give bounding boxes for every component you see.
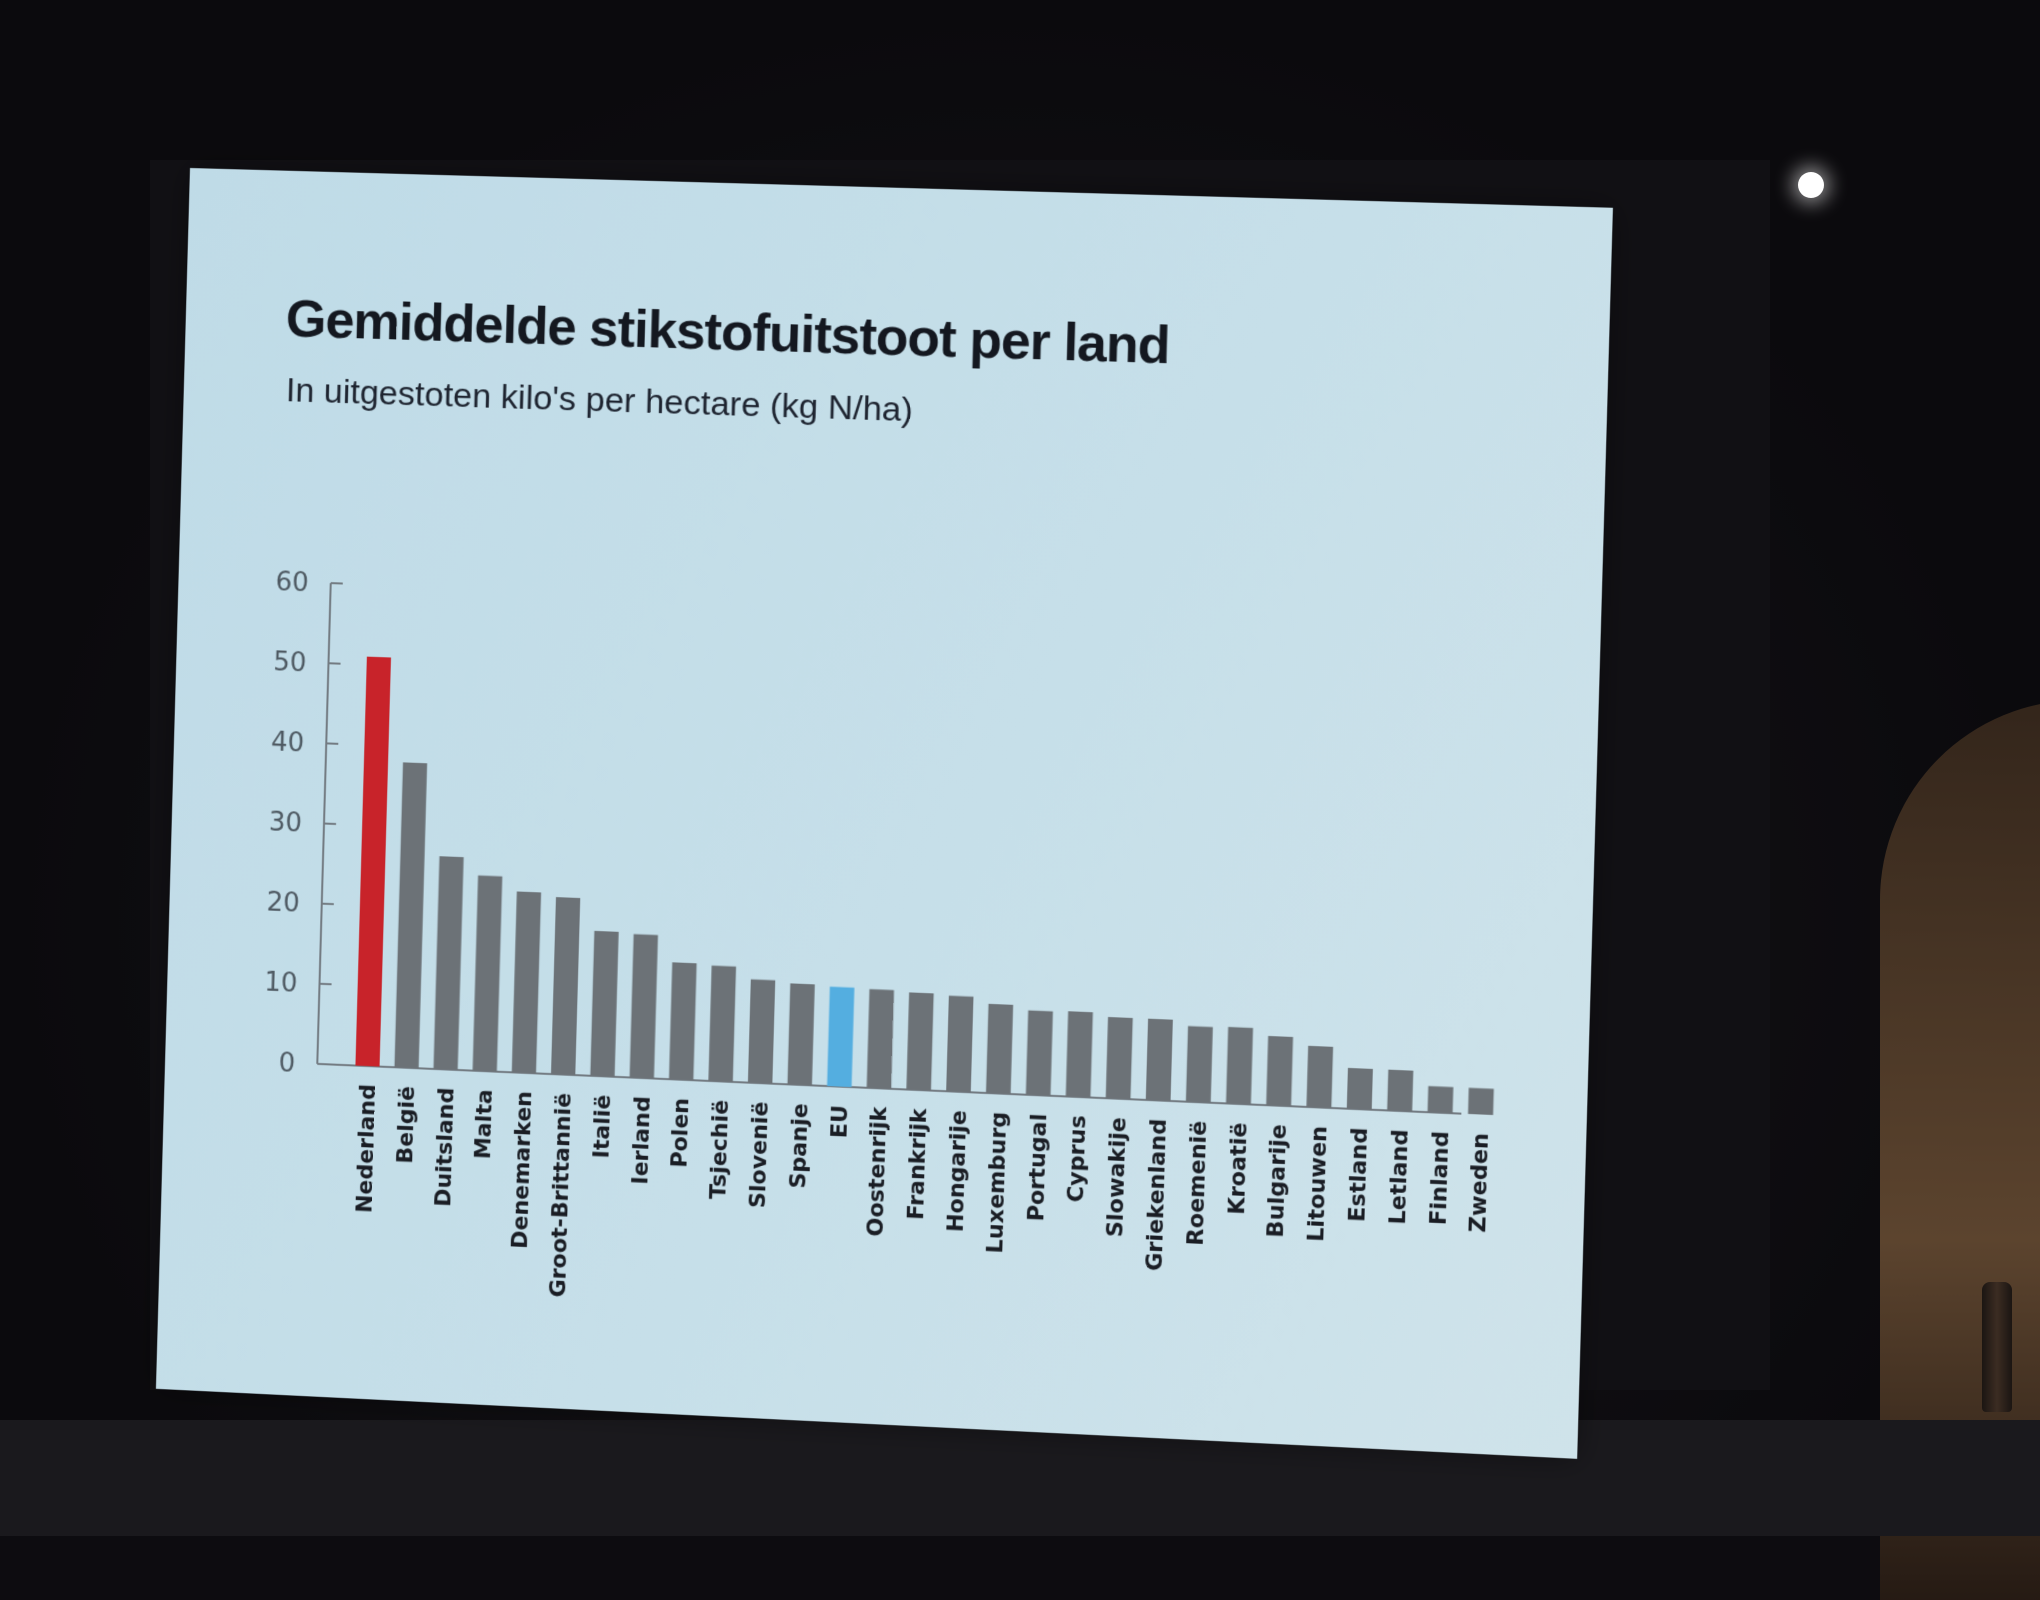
y-tick-label: 60 [275,567,309,598]
x-category-label: Letland [1385,1129,1414,1225]
x-category-label: Hongarije [943,1110,972,1233]
y-tick-label: 30 [268,807,302,838]
x-category-label: Estland [1345,1127,1374,1222]
bar-kroati- [1226,1027,1253,1105]
x-category-label: Zweden [1466,1132,1495,1233]
x-category-label: Cyprus [1064,1115,1092,1203]
bar-luxemburg [986,1004,1013,1094]
bar-letland [1387,1070,1413,1112]
x-category-label: Bulgarije [1263,1124,1292,1239]
bar-tsjechi- [708,966,736,1082]
bar-sloveni- [748,979,775,1083]
bar-eu [827,987,854,1087]
bar-hongarije [946,996,973,1093]
bar-cyprus [1066,1011,1093,1097]
x-category-label: Slovenië [745,1101,773,1209]
bar-belgi- [394,762,427,1068]
y-tick-mark [317,1064,329,1065]
bar-oostenrijk [867,989,894,1089]
x-category-label: Oostenrijk [864,1105,893,1238]
bar-chart: 0 10 20 30 40 50 60 Nederland België Duitsland Mal… [216,520,1571,1445]
stage-floor [0,1420,2040,1536]
bar-bulgarije [1266,1036,1293,1106]
x-category-label: Tsjechië [706,1099,734,1200]
x-category-label: Slowakije [1103,1116,1132,1237]
y-tick-label: 0 [278,1048,295,1079]
bar-griekenland [1146,1019,1173,1101]
projected-slide: Gemiddelde stikstofuitstoot per land In … [156,168,1613,1459]
x-category-label: Portugal [1023,1113,1052,1222]
x-category-label: Malta [471,1089,498,1160]
x-category-label: Frankrijk [904,1106,933,1220]
x-category-label: België [393,1085,420,1164]
bar-ierland [630,934,658,1078]
x-category-label: Polen [668,1097,695,1168]
bar-slowakije [1106,1017,1133,1099]
bar-zweden [1468,1088,1494,1115]
bar-polen [669,962,697,1080]
bar-malta [473,875,503,1071]
x-category-label: Nederland [352,1084,381,1214]
bar-denemarken [512,891,541,1073]
chart-subtitle: In uitgestoten kilo's per hectare (kg N/… [285,371,913,430]
y-tick-mark [320,984,332,985]
bar-roemeni- [1186,1026,1213,1103]
x-category-label: Roemenië [1183,1120,1212,1246]
x-category-label: Luxemburg [982,1111,1012,1254]
bar-nederland [355,657,391,1067]
chart-title: Gemiddelde stikstofuitstoot per land [285,289,1170,377]
x-category-label: Litouwen [1304,1125,1333,1242]
x-category-label: Kroatië [1224,1122,1253,1216]
bar-frankrijk [906,992,933,1090]
bar-litouwen [1306,1046,1333,1108]
x-category-label: Spanje [786,1103,814,1190]
x-category-label: Denemarken [508,1090,538,1249]
x-category-label: EU [827,1104,853,1138]
bar-portugal [1026,1010,1053,1095]
x-category-label: Finland [1425,1131,1454,1226]
y-tick-label: 20 [266,887,300,918]
y-tick-label: 50 [273,647,307,678]
ceiling-spotlight [1798,172,1824,198]
bottle-on-table [1982,1282,2012,1412]
bar-duitsland [433,856,463,1070]
x-category-label: Italië [589,1094,616,1159]
x-category-label: Griekenland [1142,1118,1172,1271]
x-category-label: Duitsland [431,1087,460,1207]
bar-groot-brittanni- [551,897,580,1075]
bar-itali- [590,931,618,1077]
bar-finland [1428,1086,1454,1113]
y-tick-label: 10 [264,967,298,998]
x-category-label: Groot-Brittannië [546,1092,577,1298]
photo-background: Gemiddelde stikstofuitstoot per land In … [0,0,2040,1536]
bar-estland [1347,1068,1373,1110]
bar-spanje [787,983,814,1085]
y-tick-label: 40 [271,727,305,758]
x-category-label: Ierland [628,1096,656,1185]
